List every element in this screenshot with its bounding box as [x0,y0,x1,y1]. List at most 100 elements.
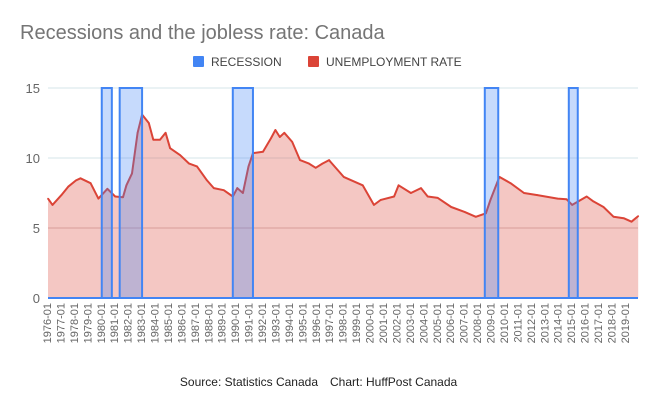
x-tick-label: 2008-01 [472,303,484,343]
unemployment-point [131,172,133,175]
x-tick-label: 1996-01 [311,303,323,343]
recession-band [231,87,254,299]
unemployment-point [397,184,400,187]
x-tick-label: 1979-01 [82,303,94,343]
x-tick-label: 1986-01 [176,303,188,343]
unemployment-point [169,147,171,149]
x-tick-label: 2016-01 [580,303,592,343]
unemployment-point [212,187,215,189]
x-tick-label: 1981-01 [109,303,121,343]
unemployment-point [152,139,155,141]
x-tick-label: 1995-01 [297,303,309,343]
unemployment-point [571,204,573,206]
chart-credit: Chart: HuffPost Canada [330,375,458,389]
x-tick-label: 1985-01 [163,303,175,343]
unemployment-point [489,199,492,201]
unemployment-point [321,162,324,165]
x-tick-label: 1978-01 [69,303,81,343]
x-tick-label: 2018-01 [606,303,618,343]
x-tick-label: 2000-01 [365,303,377,343]
unemployment-point [279,136,281,138]
x-tick-label: 1994-01 [284,303,296,343]
unemployment-point [393,195,395,198]
unemployment-point [536,194,539,196]
unemployment-point [188,162,190,165]
y-axis: 0 5 10 15 [26,81,40,306]
unemployment-point [67,185,69,188]
recession-band [100,87,113,299]
unemployment-series [47,113,640,298]
unemployment-point [223,189,225,191]
x-tick-label: 1982-01 [123,303,135,343]
y-tick-label: 5 [33,221,40,236]
unemployment-point [262,150,264,153]
y-tick-label: 10 [26,151,40,166]
y-tick-label: 15 [26,81,40,96]
unemployment-point [60,194,63,196]
legend-label-unemployment: UNEMPLOYMENT RATE [326,55,462,69]
unemployment-point [291,141,293,143]
x-tick-label: 2009-01 [486,303,498,343]
unemployment-area [48,114,639,298]
legend-item-unemployment[interactable]: UNEMPLOYMENT RATE [308,55,462,69]
x-tick-label: 1997-01 [324,303,336,343]
unemployment-point [475,216,477,218]
unemployment-point [274,129,277,131]
unemployment-point [565,198,568,201]
x-tick-label: 1990-01 [230,303,242,343]
unemployment-point [436,197,439,199]
x-tick-label: 1988-01 [203,303,215,343]
x-tick-label: 1992-01 [257,303,269,343]
y-tick-label: 0 [33,291,40,306]
x-tick-label: 1987-01 [190,303,202,343]
unemployment-point [637,215,640,217]
unemployment-point [420,187,422,189]
unemployment-point [314,167,317,169]
unemployment-point [79,177,82,180]
unemployment-point [206,179,208,182]
unemployment-point [236,187,239,189]
unemployment-point [47,197,49,200]
unemployment-point [328,159,330,161]
unemployment-point [125,184,128,187]
x-tick-label: 1983-01 [136,303,148,343]
x-tick-label: 1989-01 [217,303,229,343]
unemployment-point [51,204,54,206]
unemployment-point [164,132,167,134]
unemployment-point [373,204,375,206]
x-tick-label: 1980-01 [96,303,108,343]
unemployment-point [136,132,139,134]
unemployment-point [622,217,625,219]
unemployment-point [329,160,332,163]
recession-band [483,87,500,299]
unemployment-point [509,182,512,184]
unemployment-point [379,199,382,201]
unemployment-point [148,122,150,124]
x-tick-label: 2005-01 [432,303,444,343]
x-tick-label: 1991-01 [244,303,256,343]
unemployment-point [106,188,109,190]
unemployment-point [242,192,244,194]
unemployment-point [270,137,272,140]
unemployment-point [75,179,77,182]
unemployment-point [122,196,124,198]
x-tick-label: 2001-01 [378,303,390,343]
unemployment-point [159,139,161,141]
unemployment-point [592,200,595,203]
unemployment-point [410,192,412,194]
unemployment-point [556,197,559,200]
x-tick-label: 2010-01 [499,303,511,343]
x-tick-label: 2003-01 [405,303,417,343]
unemployment-point [612,216,615,218]
x-tick-label: 2012-01 [526,303,538,343]
unemployment-point [523,192,525,194]
x-tick-label: 1999-01 [351,303,363,343]
legend-item-recession[interactable]: RECESSION [193,55,282,69]
x-tick-label: 2011-01 [512,303,524,343]
x-tick-label: 1984-01 [150,303,162,343]
x-tick-label: 2006-01 [445,303,457,343]
x-axis: 1976-01 1977-01 1978-01 1979-01 1980-01 1981-… [42,303,632,343]
unemployment-point [89,182,92,184]
x-tick-label: 1993-01 [270,303,282,343]
